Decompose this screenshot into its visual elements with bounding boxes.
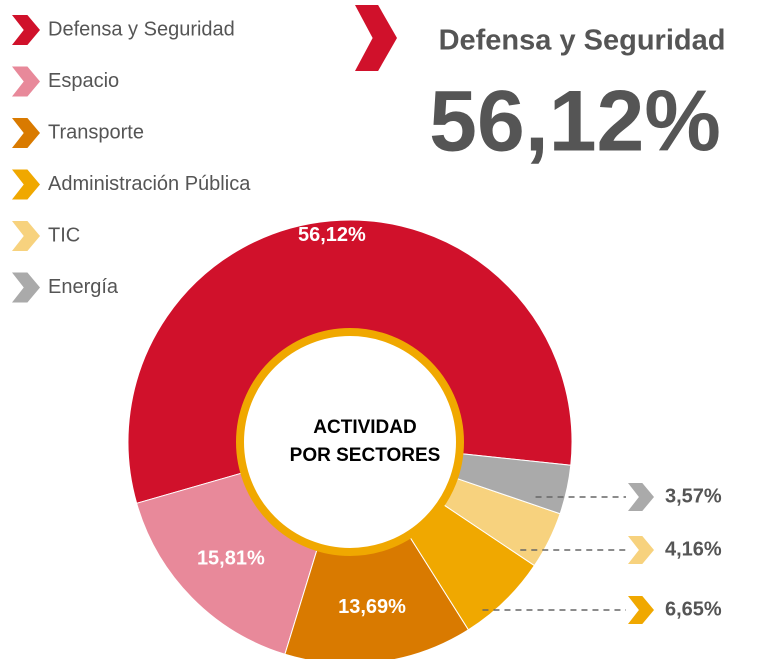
legend-marker (12, 66, 40, 97)
legend-label: Energía (48, 276, 119, 298)
legend-label: Administración Pública (48, 173, 251, 195)
value-label: 6,65% (665, 598, 722, 620)
label-marker (628, 536, 654, 564)
legend-label: Defensa y Seguridad (48, 18, 235, 40)
value-label: 56,12% (298, 224, 366, 246)
legend-label: Transporte (48, 121, 144, 143)
value-label: 15,81% (197, 547, 265, 569)
label-marker (628, 483, 654, 511)
legend-label: Espacio (48, 70, 119, 92)
value-label: 3,57% (665, 485, 722, 507)
legend-marker (12, 15, 40, 45)
label-marker (628, 596, 654, 624)
legend-marker (12, 272, 40, 303)
legend-label: TIC (48, 224, 80, 246)
legend-marker (12, 169, 40, 200)
legend-marker (12, 118, 40, 148)
value-label: 13,69% (338, 596, 406, 618)
center-label: POR SECTORES (290, 445, 441, 466)
highlight-value: 56,12% (429, 74, 721, 170)
highlight-name: Defensa y Seguridad (439, 25, 726, 57)
value-label: 4,16% (665, 538, 722, 560)
center-ring (236, 328, 464, 556)
highlight-marker (355, 5, 397, 71)
legend-marker (12, 221, 40, 251)
center-label: ACTIVIDAD (313, 417, 416, 438)
